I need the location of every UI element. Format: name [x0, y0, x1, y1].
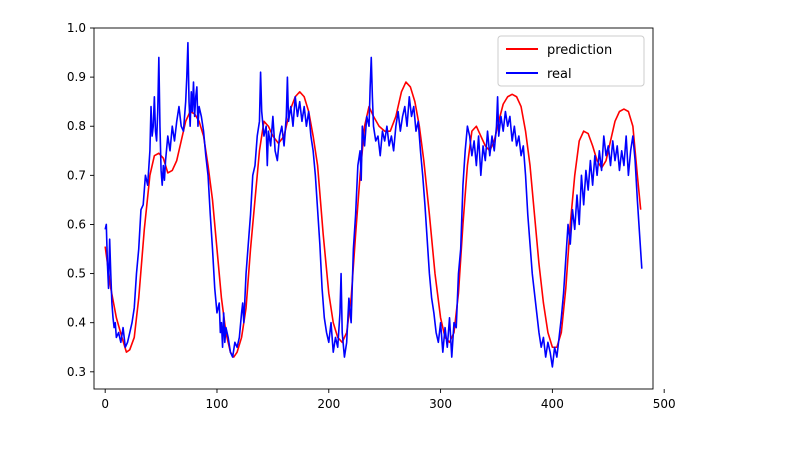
y-tick-label: 0.5: [67, 267, 86, 281]
y-tick-label: 0.9: [67, 70, 86, 84]
y-tick-label: 0.6: [67, 217, 86, 231]
y-tick-label: 0.4: [67, 316, 86, 330]
x-tick-label: 100: [206, 397, 229, 411]
y-tick-label: 0.8: [67, 119, 86, 133]
y-tick-label: 0.3: [67, 365, 86, 379]
x-tick-label: 200: [317, 397, 340, 411]
legend-label-real: real: [547, 67, 572, 82]
series-layer: [104, 41, 643, 368]
plot-frame: [93, 27, 654, 390]
y-tick-label: 1.0: [67, 21, 86, 35]
legend: prediction real: [497, 35, 645, 87]
y-axis: 0.3 0.4 0.5 0.6 0.7 0.8 0.9 1.0: [67, 21, 94, 379]
x-tick-label: 500: [653, 397, 676, 411]
x-tick-label: 0: [101, 397, 109, 411]
series-line-real: [104, 41, 643, 368]
x-axis: 0 100 200 300 400 500: [101, 389, 676, 411]
y-tick-label: 0.7: [67, 168, 86, 182]
legend-label-prediction: prediction: [547, 43, 612, 58]
x-tick-label: 400: [541, 397, 564, 411]
x-tick-label: 300: [429, 397, 452, 411]
